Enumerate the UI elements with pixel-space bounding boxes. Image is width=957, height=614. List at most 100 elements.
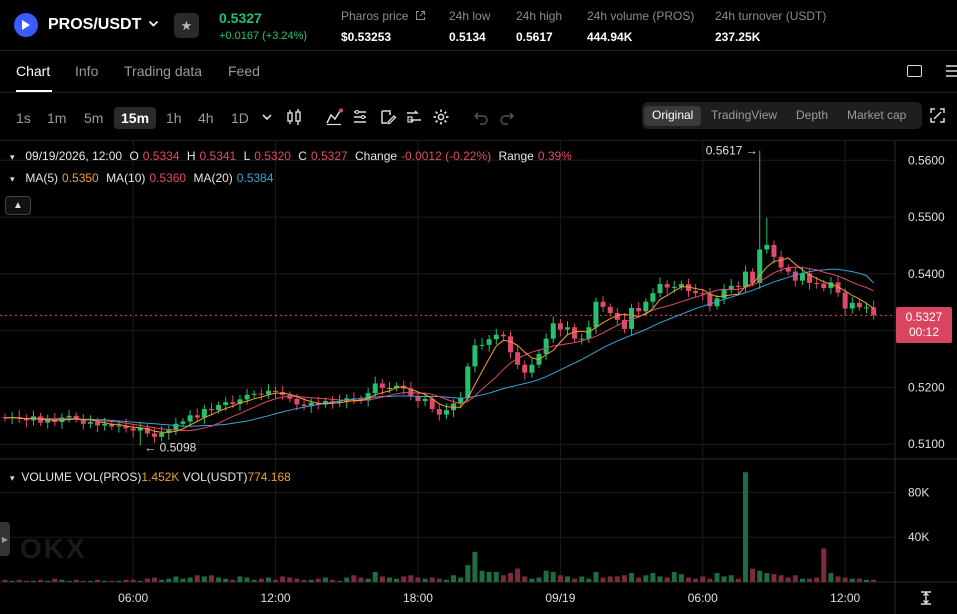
timeframe-5m[interactable]: 5m — [84, 110, 104, 126]
timeframe-1h[interactable]: 1h — [166, 110, 182, 126]
reset-scale-icon[interactable] — [918, 590, 934, 606]
stat-label: 24h high — [516, 9, 563, 23]
volume-bar — [301, 579, 307, 582]
volume-bar — [657, 576, 663, 582]
volume-bar — [330, 579, 336, 582]
volume-bar — [358, 577, 364, 582]
alert-edit-icon[interactable] — [378, 107, 398, 127]
volume-bar — [308, 579, 314, 582]
volume-bar — [152, 577, 158, 582]
candle-body — [109, 423, 115, 427]
price-tick-label: 0.5500 — [908, 210, 945, 224]
vol-pros-value: 1.452K — [141, 470, 180, 484]
volume-bar — [422, 578, 428, 582]
ma-legend: ▾ MA(5) 0.5350 MA(10) 0.5360 MA(20) 0.5384 — [10, 171, 278, 185]
volume-bar — [479, 570, 485, 582]
candle-body — [73, 415, 79, 420]
menu-icon[interactable] — [944, 63, 957, 79]
view-original[interactable]: Original — [644, 106, 702, 126]
candle-body — [116, 425, 122, 427]
collapse-legend-button[interactable]: ▲ — [5, 196, 31, 215]
candlestick-type-icon[interactable] — [284, 107, 304, 127]
timeframe-1m[interactable]: 1m — [47, 110, 67, 126]
side-panel-handle[interactable]: ▶ — [0, 522, 10, 556]
candle-body — [871, 307, 877, 316]
timeframe-1s[interactable]: 1s — [16, 110, 31, 126]
chevron-down-icon[interactable]: ▾ — [10, 473, 15, 483]
volume-bar — [251, 579, 257, 582]
candle-body — [792, 271, 798, 281]
timeframe-4h[interactable]: 4h — [198, 110, 214, 126]
volume-bar — [337, 580, 343, 582]
candle-body — [714, 298, 720, 307]
undo-icon[interactable] — [471, 107, 491, 127]
candle-body — [750, 271, 756, 283]
volume-bar — [742, 472, 748, 582]
candle-body — [472, 345, 478, 367]
volume-bar — [408, 575, 414, 582]
settings-gear-icon[interactable] — [431, 107, 451, 127]
candle-body — [657, 284, 663, 294]
volume-bar — [386, 577, 392, 582]
indicators-icon[interactable] — [324, 107, 344, 127]
candle-body — [849, 302, 855, 309]
candle-body — [785, 267, 791, 272]
volume-bar — [201, 576, 207, 582]
tab-trading-data[interactable]: Trading data — [124, 63, 203, 79]
tab-feed[interactable]: Feed — [228, 63, 260, 79]
candle-body — [636, 307, 642, 312]
candle-body — [159, 432, 165, 437]
candle-body — [194, 415, 200, 418]
volume-bar — [572, 578, 578, 582]
candle-body — [621, 319, 627, 329]
candle-body — [543, 338, 549, 354]
volume-bar — [59, 579, 65, 582]
fullscreen-icon[interactable] — [930, 108, 945, 123]
candle-body — [814, 282, 820, 284]
timeframe-15m[interactable]: 15m — [114, 107, 157, 129]
candle-body — [337, 401, 343, 403]
volume-tick-label: 40K — [908, 530, 929, 544]
compare-icon[interactable] — [404, 107, 424, 127]
candle-body — [123, 425, 129, 429]
divider — [0, 50, 957, 51]
volume-bar — [344, 577, 350, 582]
volume-bar — [864, 579, 870, 582]
volume-title: VOLUME — [21, 470, 73, 484]
tab-chart[interactable]: Chart — [16, 63, 51, 79]
view-tradingview[interactable]: TradingView — [711, 108, 778, 122]
chevron-down-icon[interactable]: ▾ — [10, 174, 15, 184]
volume-bar — [123, 579, 129, 582]
close-value: 0.5327 — [310, 149, 348, 163]
candle-body — [372, 383, 378, 394]
redo-icon[interactable] — [497, 107, 517, 127]
volume-bar — [130, 579, 136, 582]
candle-body — [678, 284, 684, 287]
candle-body — [130, 428, 136, 431]
volume-bar — [472, 551, 478, 582]
ma20-line — [4, 268, 874, 427]
candle-body — [144, 427, 150, 434]
external-link-icon — [415, 11, 425, 20]
volume-bar — [678, 574, 684, 582]
chevron-down-icon[interactable] — [257, 107, 277, 127]
stat-pharos-price[interactable]: Pharos price $0.53253 — [341, 9, 426, 44]
layout-icon[interactable] — [907, 65, 922, 77]
view-market-cap[interactable]: Market cap — [847, 108, 907, 122]
tab-info[interactable]: Info — [75, 63, 99, 79]
timeframe-1d[interactable]: 1D — [231, 110, 249, 126]
view-depth[interactable]: Depth — [796, 108, 829, 122]
open-label: O — [129, 149, 139, 163]
volume-bar — [686, 577, 692, 582]
chevron-down-icon[interactable] — [148, 18, 159, 32]
pair-title[interactable]: PROS/USDT — [48, 16, 142, 33]
drawing-tools-icon[interactable] — [350, 107, 370, 127]
volume-bar — [116, 580, 122, 582]
volume-bar — [187, 577, 193, 582]
favorite-star-button[interactable]: ★ — [174, 13, 199, 38]
volume-bar — [372, 571, 378, 582]
chevron-down-icon[interactable]: ▾ — [10, 152, 15, 162]
time-tick-label: 06:00 — [688, 591, 718, 605]
volume-bar — [443, 579, 449, 582]
